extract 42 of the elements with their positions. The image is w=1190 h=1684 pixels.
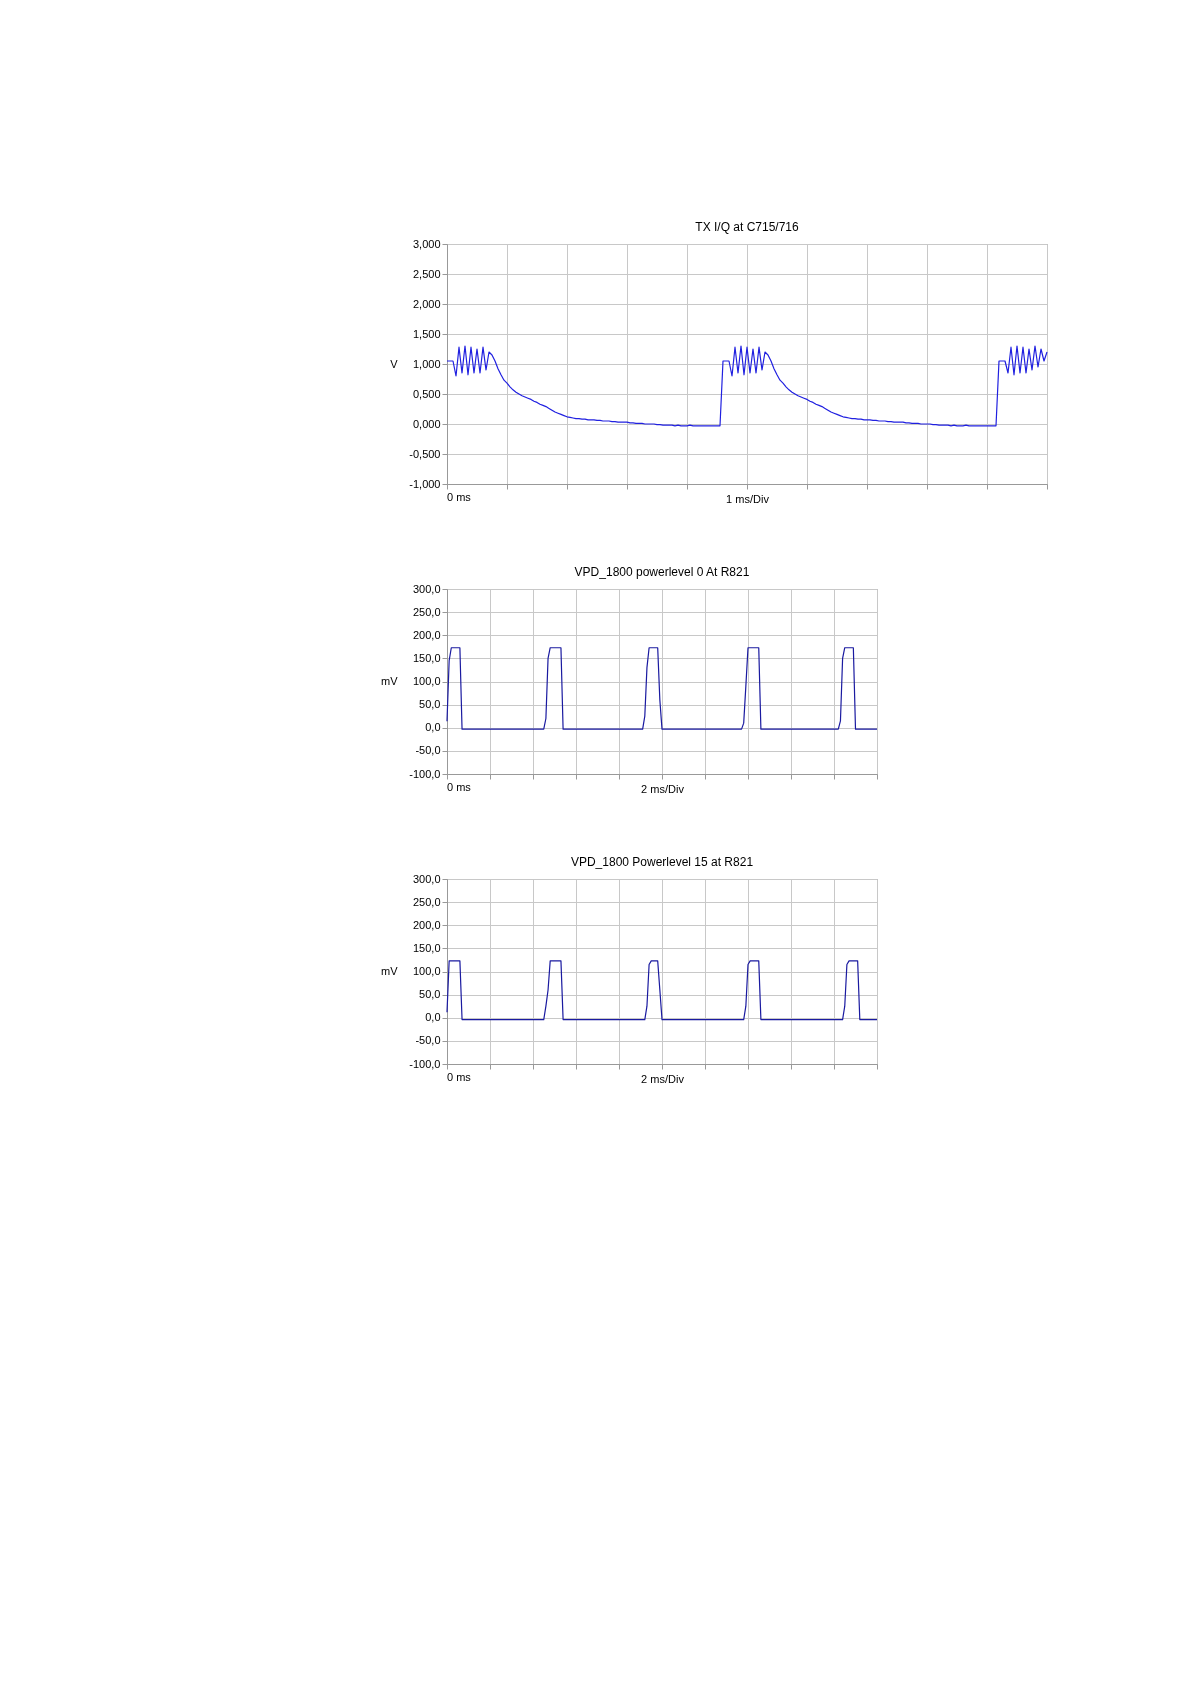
y-tick-label: -50,0 xyxy=(415,744,441,757)
y-tick-label: 3,000 xyxy=(412,237,441,250)
y-tick-label: 0,0 xyxy=(425,721,441,734)
y-tick-label: 300,0 xyxy=(412,872,441,885)
y-tick-label: 0,500 xyxy=(412,387,441,400)
line-series xyxy=(446,647,878,730)
x-axis-title: 1 ms/Div xyxy=(726,493,770,505)
y-tick-label: 0,000 xyxy=(412,417,441,430)
y-tick-label: 150,0 xyxy=(412,941,441,954)
y-tick-label: 50,0 xyxy=(419,698,441,711)
text: 0 ms xyxy=(447,781,472,793)
y-tick-label: -1,000 xyxy=(409,477,441,490)
x-axis-title: 2 ms/Div xyxy=(641,783,685,795)
y-tick-label: 1,500 xyxy=(412,327,441,340)
y-tick-label: 300,0 xyxy=(412,582,441,595)
y-tick-label: -100,0 xyxy=(409,1057,441,1070)
y-tick-label: -50,0 xyxy=(415,1034,441,1047)
chart-title: VPD_1800 Powerlevel 15 at R821 xyxy=(570,855,754,869)
y-tick-label: 1,000 xyxy=(412,357,441,370)
y-tick-label: 250,0 xyxy=(412,895,441,908)
chart-title: TX I/Q at C715/716 xyxy=(695,220,800,234)
y-axis-title: mV xyxy=(381,965,399,977)
y-tick-label: 100,0 xyxy=(412,965,441,977)
chart-title: VPD_1800 powerlevel 0 At R821 xyxy=(574,565,750,579)
text: 0 ms xyxy=(447,491,472,503)
y-tick-label: 200,0 xyxy=(412,628,441,641)
y-tick-label: 250,0 xyxy=(412,605,441,618)
y-tick-label: 200,0 xyxy=(412,918,441,931)
y-axis-title: mV xyxy=(381,675,399,687)
y-axis-title: V xyxy=(390,357,399,370)
y-tick-label: 50,0 xyxy=(419,988,441,1001)
y-tick-label: -0,500 xyxy=(409,447,441,460)
text: 0 ms xyxy=(447,1071,472,1083)
y-tick-label: -100,0 xyxy=(409,767,441,780)
y-tick-label: 150,0 xyxy=(412,651,441,664)
line-series xyxy=(446,345,1048,427)
y-tick-label: 100,0 xyxy=(412,675,441,687)
line-series xyxy=(446,960,878,1021)
x-axis-title: 2 ms/Div xyxy=(641,1073,685,1085)
y-tick-label: 2,000 xyxy=(412,297,441,310)
y-tick-label: 2,500 xyxy=(412,267,441,280)
y-tick-label: 0,0 xyxy=(425,1011,441,1024)
